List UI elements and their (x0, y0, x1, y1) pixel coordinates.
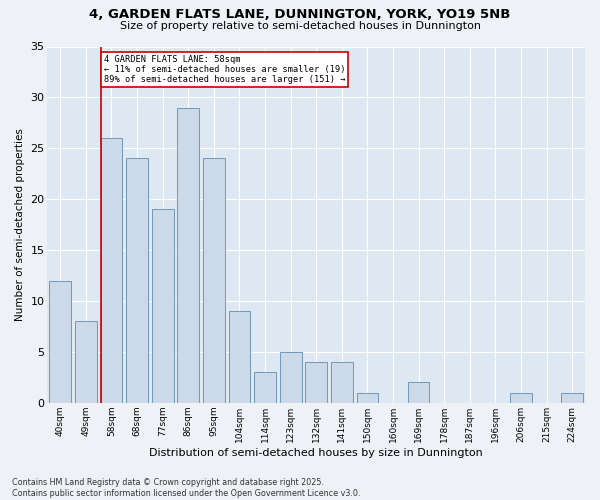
Bar (126, 158, 148, 403)
Bar (152, 210, 173, 403)
Bar (178, 108, 199, 403)
Bar (229, 311, 250, 403)
Bar (254, 372, 276, 403)
X-axis label: Distribution of semi-detached houses by size in Dunnington: Distribution of semi-detached houses by … (149, 448, 483, 458)
Bar (75, 322, 97, 403)
Bar (408, 382, 430, 403)
Bar (356, 392, 379, 403)
Bar (331, 362, 353, 403)
Bar (203, 158, 225, 403)
Text: 4, GARDEN FLATS LANE, DUNNINGTON, YORK, YO19 5NB: 4, GARDEN FLATS LANE, DUNNINGTON, YORK, … (89, 8, 511, 20)
Bar (101, 138, 122, 403)
Text: Contains HM Land Registry data © Crown copyright and database right 2025.
Contai: Contains HM Land Registry data © Crown c… (12, 478, 361, 498)
Text: Size of property relative to semi-detached houses in Dunnington: Size of property relative to semi-detach… (119, 21, 481, 31)
Bar (49, 280, 71, 403)
Bar (305, 362, 327, 403)
Text: 4 GARDEN FLATS LANE: 58sqm
← 11% of semi-detached houses are smaller (19)
89% of: 4 GARDEN FLATS LANE: 58sqm ← 11% of semi… (104, 54, 345, 84)
Bar (280, 352, 302, 403)
Bar (562, 392, 583, 403)
Y-axis label: Number of semi-detached properties: Number of semi-detached properties (15, 128, 25, 321)
Bar (510, 392, 532, 403)
